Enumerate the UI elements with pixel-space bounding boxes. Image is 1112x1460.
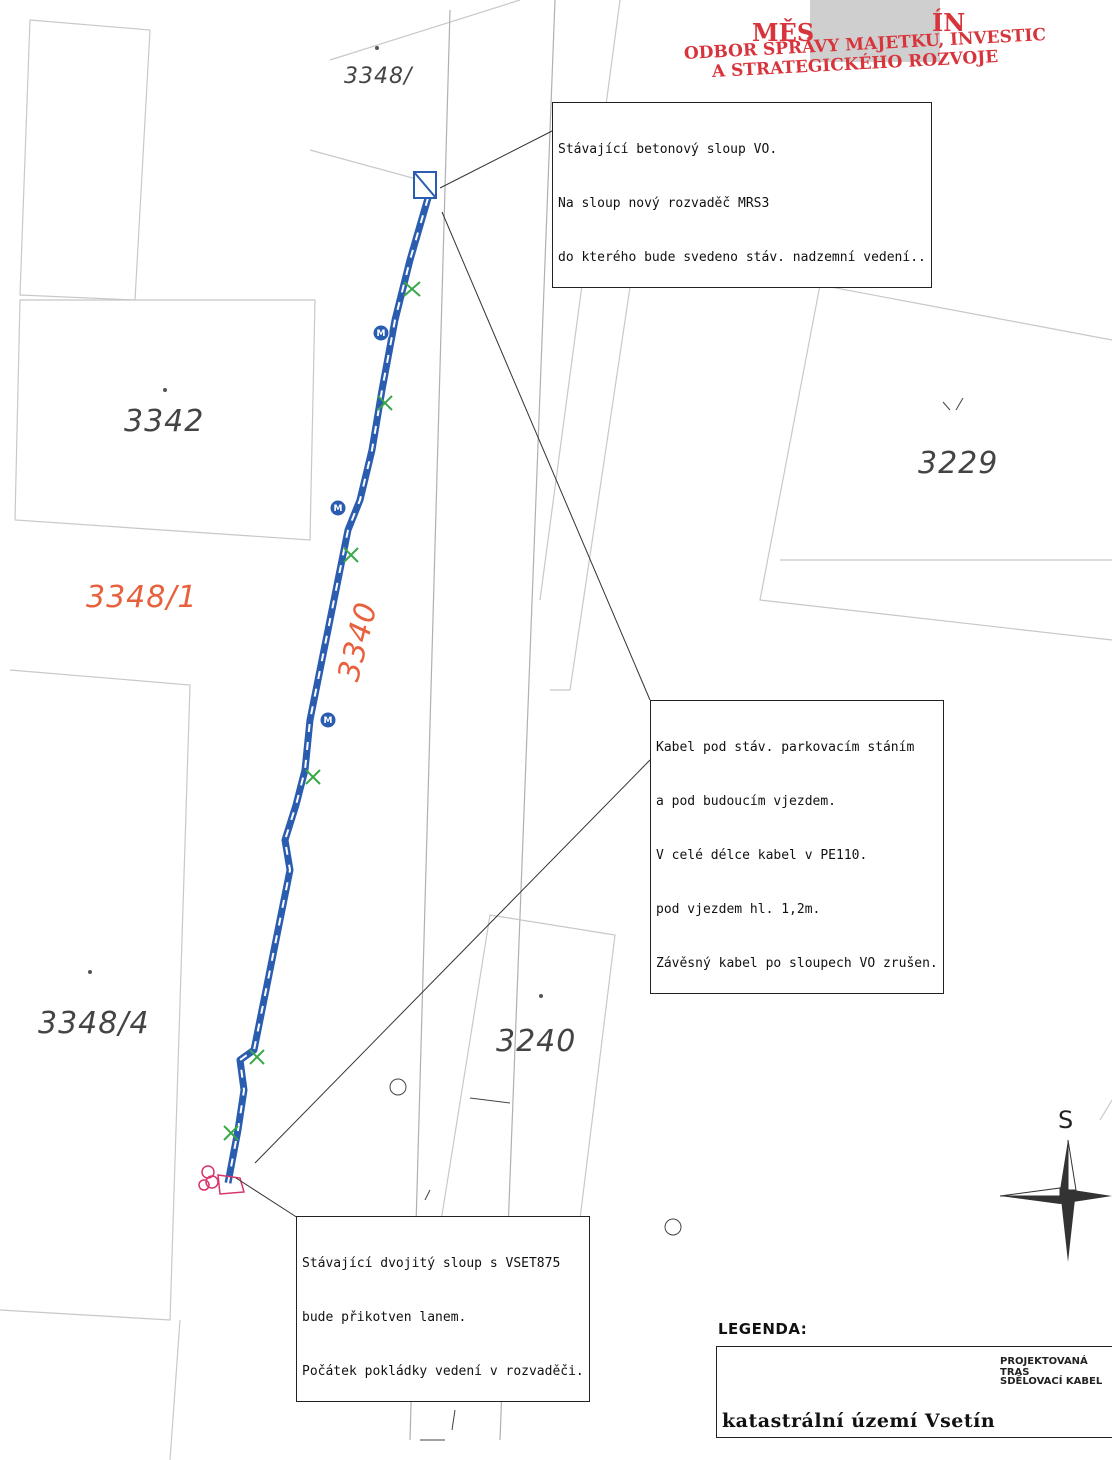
parcel-3240: 3240 [496, 1024, 577, 1059]
note-cable-line1: Kabel pod stáv. parkovacím stáním [656, 740, 915, 755]
note-cable-line5: Závěsný kabel po sloupech VO zrušen. [656, 956, 938, 971]
legend-box [716, 1346, 1112, 1438]
note-cable-line4: pod vjezdem hl. 1,2m. [656, 902, 821, 917]
note-cable: Kabel pod stáv. parkovacím stáním a pod … [650, 700, 944, 994]
m-marker-labels: M M M [324, 329, 386, 726]
projected-cable-route [224, 197, 432, 1184]
svg-text:M: M [377, 329, 386, 339]
double-pole-icon [198, 1165, 245, 1195]
stamp-line1-left: MĚS [752, 18, 815, 47]
note-top-pole-line3: do kterého bude svedeno stáv. nadzemní v… [558, 250, 926, 265]
note-cable-line2: a pod budoucím vjezdem. [656, 794, 837, 809]
note-top-pole: Stávající betonový sloup VO. Na sloup no… [552, 102, 932, 288]
note-top-pole-line2: Na sloup nový rozvaděč MRS3 [558, 196, 770, 211]
parcel-3348-top: 3348/ [344, 64, 413, 89]
m-markers [319, 324, 390, 729]
cadastral-area-label: katastrální území Vsetín [722, 1410, 996, 1432]
pole-switchboard-icon [413, 171, 437, 199]
parcel-3229: 3229 [918, 446, 999, 481]
svg-text:M: M [334, 504, 343, 514]
stamp-qr-code [810, 0, 940, 62]
minor-symbols [389, 397, 964, 1441]
compass-rose-icon [999, 1139, 1112, 1262]
note-cable-line3: V celé délce kabel v PE110. [656, 848, 868, 863]
note-bottom-pole-line3: Počátek pokládky vedení v rozvaděči. [302, 1364, 584, 1379]
note-bottom-pole-line1: Stávající dvojitý sloup s VSET875 [302, 1256, 561, 1271]
north-label: S [1058, 1106, 1074, 1134]
svg-text:M: M [324, 716, 333, 726]
legend-item-comm-cable: SDĚLOVACÍ KABEL [1000, 1376, 1103, 1387]
note-bottom-pole-line2: bude přikotven lanem. [302, 1310, 467, 1325]
note-bottom-pole: Stávající dvojitý sloup s VSET875 bude p… [296, 1216, 590, 1402]
parcel-3342: 3342 [124, 404, 205, 439]
route-crossing-marks [223, 281, 421, 1141]
legend-title: LEGENDA: [718, 1320, 808, 1338]
note-top-pole-line1: Stávající betonový sloup VO. [558, 142, 778, 157]
parcel-3348-4: 3348/4 [38, 1006, 150, 1041]
legend-item-route: PROJEKTOVANÁ TRAS [1000, 1356, 1088, 1378]
leader-lines [235, 129, 651, 1219]
stamp-line1-right: ÍN [932, 8, 966, 37]
parcel-3348-1: 3348/1 [86, 580, 198, 615]
